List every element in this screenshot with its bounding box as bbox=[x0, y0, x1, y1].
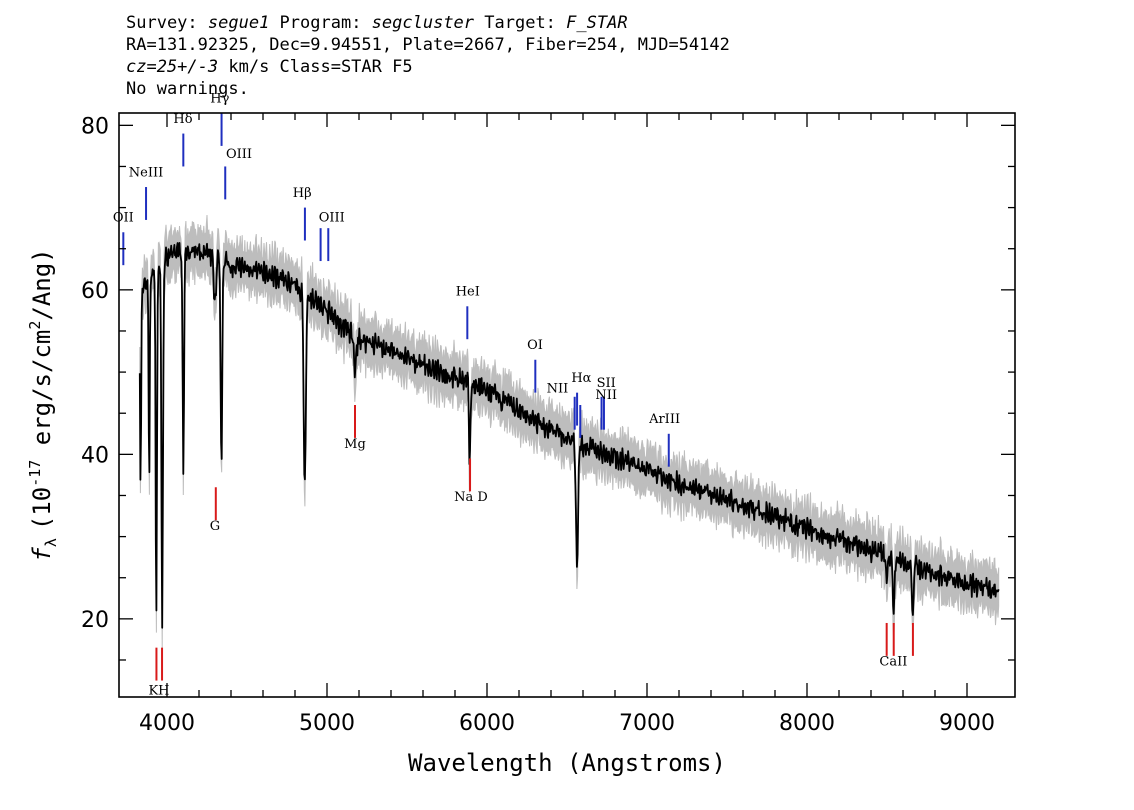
header-line-warnings: No warnings. bbox=[126, 79, 249, 99]
x-tick-label: 6000 bbox=[459, 711, 515, 736]
emission-label-2: Hδ bbox=[173, 112, 192, 127]
x-tick-label: 4000 bbox=[139, 711, 195, 736]
emission-label-1: NeIII bbox=[129, 165, 163, 180]
plot-frame bbox=[118, 112, 1016, 698]
redshift-value: cz=25+/-3 bbox=[126, 57, 219, 77]
x-tick-label: 8000 bbox=[779, 711, 835, 736]
program-value: segcluster bbox=[371, 13, 475, 33]
y-title-exponent: -17 bbox=[26, 460, 44, 487]
absorption-label-3: Mg bbox=[344, 437, 366, 452]
y-title-symbol: f bbox=[28, 547, 56, 562]
x-tick-label: 5000 bbox=[299, 711, 355, 736]
emission-label-11: Hα bbox=[571, 371, 591, 386]
absorption-label-4: Na D bbox=[454, 490, 488, 505]
y-title-subscript: λ bbox=[42, 538, 60, 547]
absorption-label-5: CaII bbox=[879, 655, 907, 670]
x-tick-label: 9000 bbox=[939, 711, 995, 736]
y-tick-label: 40 bbox=[81, 443, 109, 468]
y-axis-title: fλ (10-17 erg/s/cm2/Ang) bbox=[26, 248, 60, 561]
absorption-label-1: KH bbox=[148, 684, 169, 699]
emission-label-0: OII bbox=[113, 211, 134, 226]
emission-label-8: HeI bbox=[456, 285, 480, 300]
header-line-coordinates: RA=131.92325, Dec=9.94551, Plate=2667, F… bbox=[126, 35, 730, 55]
spectrum-line bbox=[138, 242, 1000, 629]
emission-label-6: OIII bbox=[319, 211, 345, 226]
survey-prefix: Survey: bbox=[126, 13, 208, 33]
target-value: F_STAR bbox=[566, 13, 628, 33]
y-title-part-b: erg/s/cm bbox=[28, 330, 56, 460]
y-tick-label: 80 bbox=[81, 114, 109, 139]
spectrum-header: Survey: segue1 Program: segcluster Targe… bbox=[126, 12, 730, 100]
y-title-part-a: (10 bbox=[28, 487, 56, 530]
emission-label-3: Hγ bbox=[210, 91, 229, 106]
survey-value: segue1 bbox=[207, 13, 270, 33]
error-band-area bbox=[139, 214, 1000, 650]
emission-label-9: OI bbox=[527, 338, 543, 353]
class-text: km/s Class=STAR F5 bbox=[218, 57, 413, 77]
y-tick-label: 20 bbox=[81, 608, 109, 633]
emission-label-14: NII bbox=[595, 388, 617, 403]
emission-label-4: OIII bbox=[226, 147, 252, 162]
error-band bbox=[139, 214, 1000, 650]
axis-ticks: 4000 5000 6000 7000 8000 9000 20 40 60 80 bbox=[81, 113, 1015, 736]
y-title-square: 2 bbox=[26, 321, 44, 330]
emission-label-10: NII bbox=[547, 382, 569, 397]
emission-label-5: Hβ bbox=[293, 186, 312, 201]
emission-label-15: ArIII bbox=[648, 412, 680, 427]
header-line-survey: Survey: segue1 Program: segcluster Targe… bbox=[126, 12, 730, 34]
program-prefix: Program: bbox=[269, 13, 372, 33]
spectrum-layer bbox=[138, 242, 1000, 629]
target-prefix: Target: bbox=[474, 13, 567, 33]
x-axis-title: Wavelength (Angstroms) bbox=[408, 749, 726, 777]
emission-label-13: SII bbox=[597, 376, 616, 391]
header-line-redshift: cz=25+/-3 km/s Class=STAR F5 bbox=[126, 56, 730, 78]
y-tick-label: 60 bbox=[81, 279, 109, 304]
y-title-part-c: /Ang) bbox=[28, 248, 56, 320]
absorption-label-2: G bbox=[210, 519, 220, 534]
x-tick-label: 7000 bbox=[619, 711, 675, 736]
